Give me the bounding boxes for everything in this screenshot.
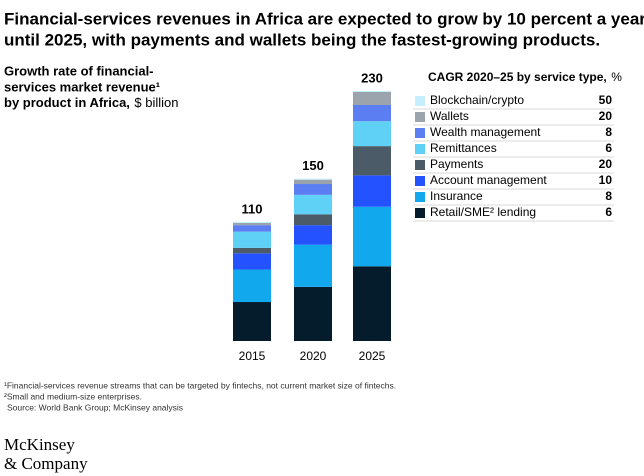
bar-segment [353, 90, 391, 92]
legend-label: Wealth management [430, 125, 541, 139]
footnote: ¹Financial-services revenue streams that… [4, 380, 396, 390]
bar-segment [233, 302, 271, 341]
x-tick-label: 2015 [239, 349, 266, 363]
footnote: ²Small and medium-size enterprises. [4, 391, 142, 401]
logo: & Company [4, 454, 88, 473]
bar-segment [233, 225, 271, 232]
legend-label: Account management [430, 173, 547, 187]
bar-segment [353, 206, 391, 267]
legend-swatch [415, 176, 425, 186]
legend-value: 20 [599, 157, 613, 171]
bar-segment [294, 178, 332, 180]
bar-segment [233, 247, 271, 254]
legend-swatch [415, 208, 425, 218]
bar-segment [353, 92, 391, 105]
legend-label: Remittances [430, 141, 497, 155]
subtitle: by product in Africa, [4, 95, 130, 110]
legend-title: CAGR 2020–25 by service type, % [428, 69, 622, 86]
bar-segment [294, 214, 332, 226]
bar-segment [294, 244, 332, 287]
legend-label: Insurance [430, 189, 483, 203]
bar-segment [353, 121, 391, 147]
legend-swatch [415, 144, 425, 154]
bar-segment [353, 266, 391, 341]
chart-title: Financial-services revenues in Africa ar… [4, 9, 644, 28]
legend-value: 10 [599, 173, 613, 187]
legend-unit: % [611, 70, 622, 84]
bar-segment [294, 179, 332, 185]
bar-segment [294, 225, 332, 245]
x-tick-label: 2020 [300, 349, 327, 363]
legend-value: 6 [605, 141, 612, 155]
bar-segment [233, 231, 271, 248]
legend-value: 8 [605, 125, 612, 139]
total-label: 230 [361, 70, 383, 85]
bar-segment [294, 194, 332, 215]
footnote: Source: World Bank Group; McKinsey analy… [7, 402, 183, 412]
legend-label: Retail/SME² lending [430, 205, 536, 219]
legend-title: CAGR 2020–25 by service type, [428, 70, 607, 84]
subtitle: Growth rate of financial- [4, 63, 154, 78]
subtitle: by product in Africa, $ billion [4, 95, 178, 112]
bar-segment [353, 175, 391, 207]
legend-value: 6 [605, 205, 612, 219]
legend-value: 8 [605, 189, 612, 203]
legend-label: Blockchain/crypto [430, 93, 524, 107]
chart-title: until 2025, with payments and wallets be… [4, 30, 600, 49]
legend-swatch [415, 160, 425, 170]
bar-segment [233, 253, 271, 270]
bar-segment [233, 269, 271, 303]
x-tick-label: 2025 [359, 349, 386, 363]
total-label: 110 [242, 201, 263, 216]
legend-value: 50 [599, 93, 613, 107]
legend-swatch [415, 192, 425, 202]
bar-segment [233, 222, 271, 226]
bar-segment [294, 286, 332, 341]
legend-label: Payments [430, 157, 483, 171]
bar-segment [233, 221, 271, 223]
legend-swatch [415, 112, 425, 122]
logo: McKinsey [4, 435, 75, 454]
bar-segment [353, 146, 391, 176]
unit: $ billion [134, 95, 178, 110]
bar-segment [294, 184, 332, 195]
total-label: 150 [302, 158, 324, 173]
subtitle: services market revenue¹ [4, 79, 160, 94]
legend-value: 20 [599, 109, 613, 123]
bar-segment [353, 104, 391, 122]
legend-swatch [415, 128, 425, 138]
legend-label: Wallets [430, 109, 469, 123]
legend-swatch [415, 96, 425, 106]
